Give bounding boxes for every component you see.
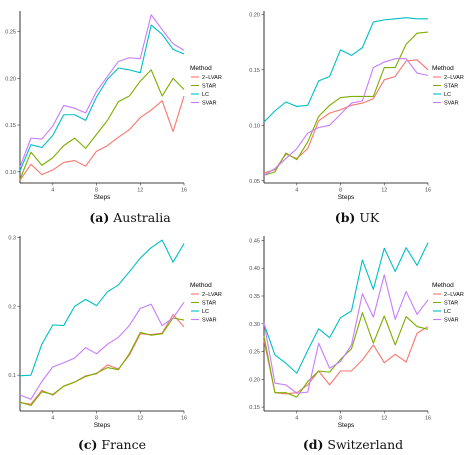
y-tick-label: 0.20 — [249, 12, 260, 18]
legend: Method 2−LVAR STAR LC SVAR — [190, 65, 222, 107]
y-tick-label: 0.05 — [249, 179, 260, 185]
y-tick-label: 0.45 — [249, 238, 260, 244]
series-line-svar — [263, 58, 429, 176]
legend-entry: STAR — [444, 84, 458, 90]
x-tick-label: 8 — [339, 188, 342, 194]
legend: Method 2−LVAR STAR LC SVAR — [190, 282, 222, 324]
x-tick-label: 12 — [381, 188, 387, 194]
legend-entry: STAR — [444, 301, 458, 307]
series-line-star — [263, 312, 429, 398]
x-tick-label: 12 — [137, 188, 143, 194]
series-line-star — [263, 31, 429, 176]
x-tick-label: 8 — [339, 416, 342, 422]
chart-panel-0: 0.10 0.15 0.20 0.25 4 8 12 16 Steps Method 2−LVAR S… — [5, 11, 222, 225]
y-tick-label: 0.15 — [5, 123, 16, 129]
y-tick-label: 0.15 — [249, 68, 260, 74]
legend-entry: 2−LVAR — [444, 292, 464, 298]
legend-entry: LC — [444, 309, 451, 315]
legend-title: Method — [190, 65, 212, 72]
x-tick-label: 16 — [181, 416, 187, 422]
y-tick-label: 0.20 — [5, 76, 16, 82]
y-tick-label: 0.15 — [249, 405, 260, 411]
series-line-lc — [263, 242, 429, 374]
legend-entry: STAR — [202, 84, 216, 90]
panel-caption-letter: (b) — [335, 210, 356, 225]
x-tick-label: 8 — [95, 416, 98, 422]
x-tick-label: 12 — [381, 416, 387, 422]
x-tick-label: 16 — [425, 188, 431, 194]
series-line-star — [19, 69, 185, 180]
y-tick-label: 0.35 — [249, 294, 260, 300]
panel-caption-letter: (a) — [89, 210, 109, 225]
legend-entry: 2−LVAR — [202, 292, 222, 298]
x-tick-label: 4 — [295, 416, 298, 422]
panel-caption: (b) UK — [335, 210, 380, 225]
legend-title: Method — [432, 65, 454, 72]
chart-panel-1: 0.05 0.10 0.15 0.20 4 8 12 16 Steps Method 2−LVAR S… — [249, 11, 464, 225]
x-tick-label: 8 — [95, 188, 98, 194]
x-tick-label: 12 — [137, 416, 143, 422]
series-line-svar — [19, 14, 185, 168]
legend-entry: SVAR — [202, 101, 217, 107]
y-tick-label: 0.3 — [8, 235, 16, 241]
series-line-2-lvar — [19, 95, 185, 181]
legend-entry: LC — [202, 309, 209, 315]
panel-caption-text: France — [97, 437, 146, 452]
y-tick-label: 0.2 — [8, 304, 16, 310]
panel-caption-letter: (d) — [303, 437, 324, 452]
panel-caption: (d) Switzerland — [303, 437, 403, 452]
chart-panel-3: 0.15 0.20 0.25 0.30 0.35 0.40 0.45 4 8 12 16 Steps M… — [249, 236, 464, 452]
legend-entry: SVAR — [444, 101, 459, 107]
series-line-lc — [19, 24, 185, 172]
x-axis-label: Steps — [338, 194, 355, 201]
x-tick-label: 4 — [295, 188, 298, 194]
y-tick-label: 0.30 — [249, 322, 260, 328]
legend-title: Method — [190, 282, 212, 289]
panel-caption-text: UK — [355, 210, 380, 225]
x-axis-label: Steps — [94, 194, 111, 201]
legend-entry: 2−LVAR — [444, 75, 464, 81]
legend-entry: SVAR — [444, 318, 459, 324]
series-line-2-lvar — [263, 326, 429, 395]
panel-caption-text: Australia — [109, 210, 171, 225]
panel-caption: (c) France — [78, 437, 146, 452]
panel-caption: (a) Australia — [89, 210, 171, 225]
x-axis-label: Steps — [94, 422, 111, 429]
series-line-lc — [263, 17, 428, 123]
panel-caption-text: Switzerland — [323, 437, 403, 452]
x-tick-label: 4 — [51, 188, 54, 194]
series-line-star — [19, 317, 185, 407]
series-line-svar — [263, 274, 429, 394]
y-tick-label: 0.40 — [249, 266, 260, 272]
x-axis-label: Steps — [338, 422, 355, 429]
y-tick-label: 0.20 — [249, 377, 260, 383]
legend-entry: LC — [202, 92, 209, 98]
legend-entry: STAR — [202, 301, 216, 307]
legend: Method 2−LVAR STAR LC SVAR — [432, 282, 464, 324]
series-line-lc — [19, 239, 185, 377]
x-tick-label: 16 — [425, 416, 431, 422]
x-tick-label: 16 — [181, 188, 187, 194]
y-tick-label: 0.1 — [8, 373, 16, 379]
legend-entry: SVAR — [202, 318, 217, 324]
chart-panel-2: 0.1 0.2 0.3 4 8 12 16 Steps Method 2−LVAR STAR LC SV… — [8, 235, 222, 452]
x-tick-label: 4 — [51, 416, 54, 422]
legend-entry: LC — [444, 92, 451, 98]
panel-caption-letter: (c) — [78, 437, 97, 452]
y-tick-label: 0.10 — [249, 123, 260, 129]
series-line-2-lvar — [19, 313, 185, 405]
y-tick-label: 0.25 — [5, 30, 16, 36]
legend-entry: 2−LVAR — [202, 75, 222, 81]
legend: Method 2−LVAR STAR LC SVAR — [432, 65, 464, 107]
legend-title: Method — [432, 282, 454, 289]
series-line-svar — [19, 301, 185, 400]
y-tick-label: 0.25 — [249, 350, 260, 356]
y-tick-label: 0.10 — [5, 170, 16, 176]
